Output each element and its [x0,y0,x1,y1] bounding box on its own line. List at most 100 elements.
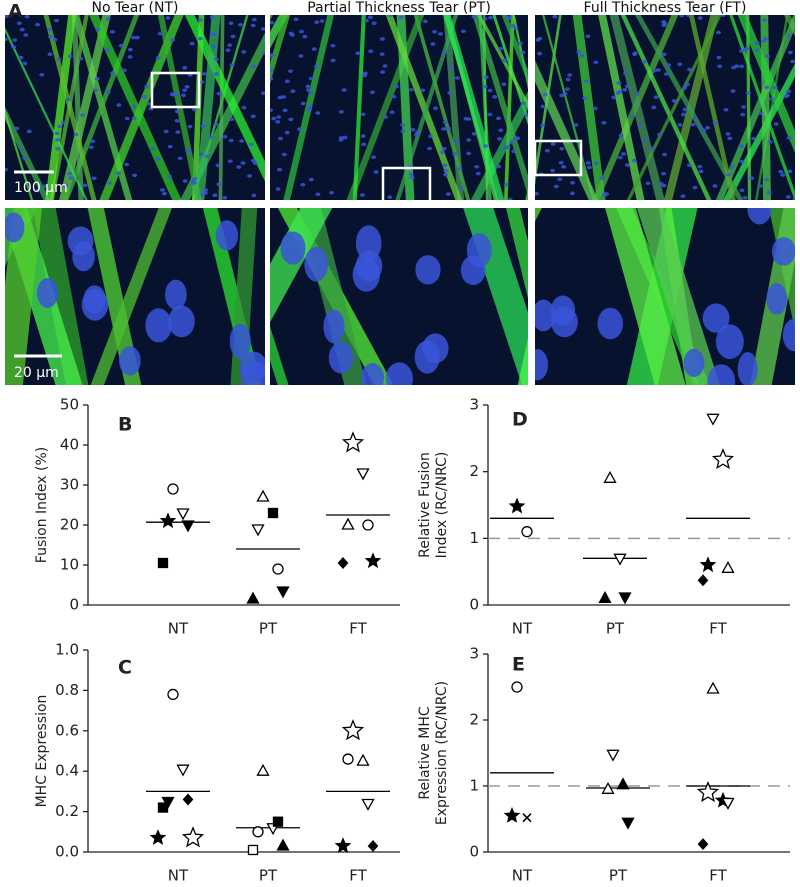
nucleus [601,120,607,125]
nucleus [433,106,439,110]
point [616,777,630,790]
nucleus [204,154,210,159]
nucleus [540,123,546,128]
nucleus [360,112,366,117]
nucleus [60,120,66,125]
nucleus [773,85,779,90]
nucleus [11,45,17,49]
point [181,826,205,848]
nucleus [505,145,511,149]
nucleus [12,38,18,42]
point [247,844,259,856]
myotube [270,15,291,84]
y-tick-label: 1 [469,777,479,795]
nucleus [229,63,235,67]
point [267,507,279,519]
point [342,753,354,765]
nucleus [338,136,344,140]
nucleus [771,237,795,266]
nucleus [758,111,764,116]
nucleus [313,64,319,69]
nucleus [624,84,630,89]
nucleus [452,151,458,156]
nucleus [506,17,512,21]
point [721,560,735,573]
nucleus [54,18,60,23]
nucleus [47,52,53,57]
nucleus [276,115,282,119]
point [176,764,190,777]
point [606,749,620,762]
nucleus [517,41,523,46]
nucleus [682,107,688,112]
point [149,829,167,845]
nucleus [466,151,472,156]
nucleus [471,15,477,19]
nucleus [305,88,311,92]
nucleus [305,84,311,89]
y-tick-label: 0.8 [55,681,79,699]
nucleus [383,115,389,119]
micrograph [270,15,528,200]
nucleus [35,22,41,27]
nucleus [445,192,451,196]
x-tick-label: FT [709,867,727,885]
nucleus [576,50,582,54]
nucleus [552,15,558,19]
nucleus [773,122,779,126]
nucleus [720,15,726,18]
nucleus [448,65,454,70]
myotube [5,27,88,200]
nucleus [251,193,257,198]
nucleus [271,116,277,121]
nucleus [288,31,294,36]
nucleus [671,99,677,103]
nucleus [297,127,303,131]
y-tick-label: 0 [469,843,479,861]
nucleus [330,58,336,63]
y-tick-label: 2 [469,462,479,480]
x-tick-label: FT [349,867,367,885]
nucleus [341,88,347,92]
micrograph [535,15,795,200]
nucleus [184,84,190,89]
nucleus [593,161,599,166]
y-tick-label: 50 [60,396,79,414]
nucleus [616,81,622,85]
nucleus [132,173,138,178]
nucleus [398,15,404,20]
nucleus [521,101,527,105]
nucleus [328,342,354,374]
nucleus [227,43,233,47]
nucleus [119,346,141,376]
nucleus [475,171,481,176]
micrographs [5,15,795,385]
nucleus [174,119,180,123]
point [362,519,374,531]
nucleus [483,144,489,148]
nucleus [641,60,647,64]
nucleus [131,104,137,109]
nucleus [430,42,436,46]
x-tick-label: PT [259,867,278,885]
nucleus [88,145,94,150]
nucleus [315,111,321,115]
nucleus [738,144,744,148]
nucleus [651,105,657,110]
nucleus [697,164,703,169]
nucleus [37,277,59,309]
point [157,557,169,569]
myotube [270,208,333,323]
nucleus [222,196,228,200]
nucleus [792,197,795,200]
myotube [218,15,225,200]
nucleus [228,138,234,143]
nucleus [487,112,493,117]
nucleus [642,138,648,143]
nucleus [22,61,28,66]
x-tick-label: NT [512,620,533,638]
y-tick-label: 20 [60,516,79,534]
nucleus [22,156,28,160]
nucleus [677,62,683,67]
nucleus [729,165,735,169]
